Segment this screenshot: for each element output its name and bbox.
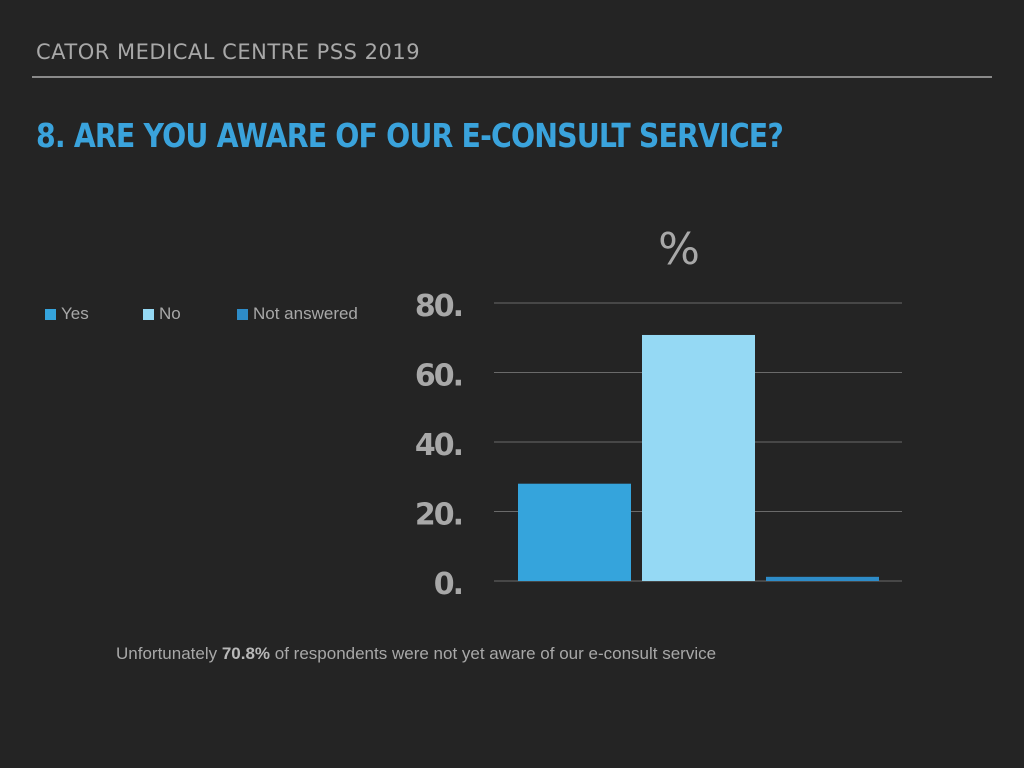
footer-note: Unfortunately 70.8% of respondents were … [116, 644, 716, 664]
y-tick-label-0: 0. [434, 567, 462, 602]
bar-yes [518, 483, 631, 581]
legend-label-yes: Yes [61, 304, 89, 323]
y-tick-label-40: 40. [415, 428, 462, 463]
chart-title: % [658, 224, 700, 275]
legend-label-no: No [159, 304, 181, 323]
legend-item-no: No [143, 304, 181, 324]
y-tick-label-80: 80. [415, 289, 462, 324]
bar-no [642, 334, 755, 581]
question-title: 8. ARE YOU AWARE OF OUR E-CONSULT SERVIC… [36, 116, 784, 155]
y-tick-label-60: 60. [415, 359, 462, 394]
legend-swatch-no [143, 308, 154, 320]
legend-swatch-yes [45, 308, 56, 320]
bar-not-answered [766, 576, 879, 581]
legend-item-not-answered: Not answered [237, 304, 358, 324]
legend-swatch-not-answered [237, 308, 248, 320]
header-title: CATOR MEDICAL CENTRE PSS 2019 [36, 40, 421, 64]
legend-item-yes: Yes [45, 304, 89, 324]
footer-suffix: of respondents were not yet aware of our… [270, 644, 717, 663]
header-divider [32, 76, 992, 78]
y-tick-label-20: 20. [415, 498, 462, 533]
footer-highlight: 70.8% [221, 644, 271, 663]
legend-label-not-answered: Not answered [253, 304, 358, 323]
footer-prefix: Unfortunately [116, 644, 222, 663]
